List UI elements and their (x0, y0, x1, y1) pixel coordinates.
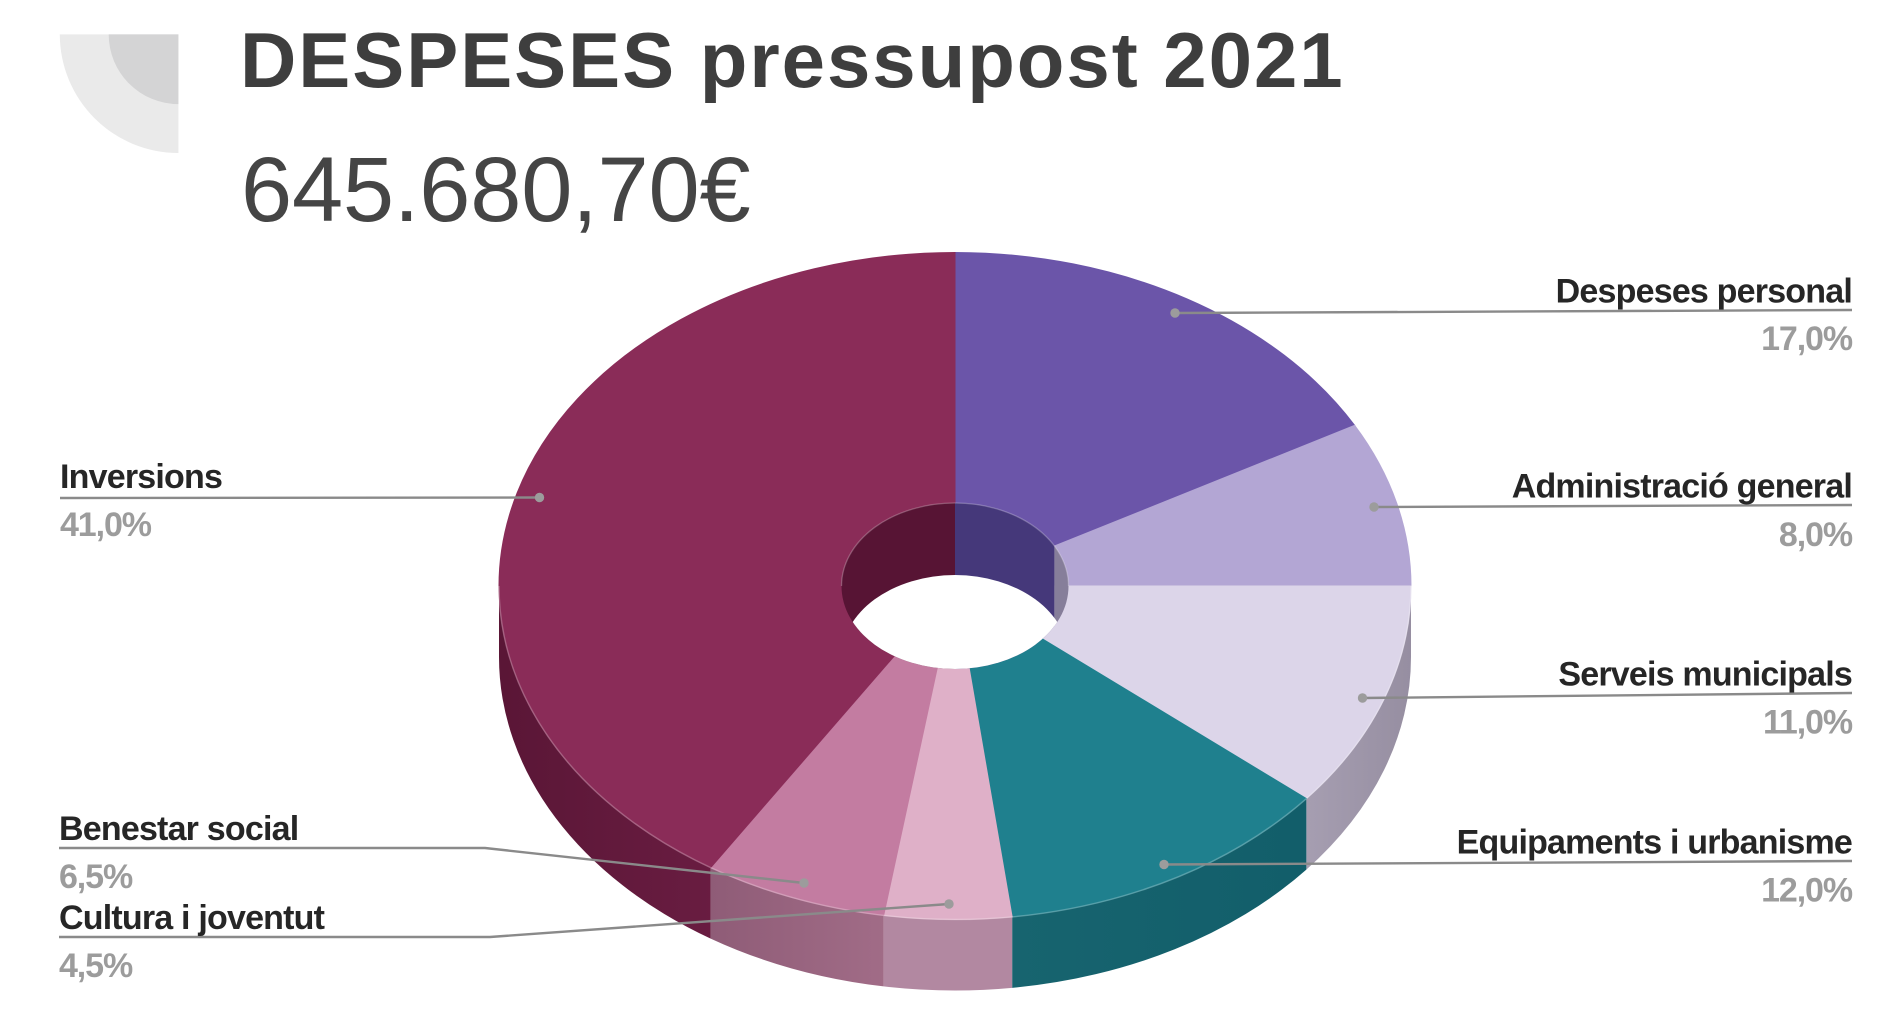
svg-text:Benestar social: Benestar social (59, 810, 298, 848)
svg-text:645.680,70€: 645.680,70€ (241, 139, 750, 241)
svg-text:Serveis municipals: Serveis municipals (1558, 656, 1852, 694)
svg-text:41,0%: 41,0% (60, 506, 152, 544)
svg-text:11,0%: 11,0% (1763, 704, 1853, 742)
svg-text:8,0%: 8,0% (1779, 516, 1853, 554)
svg-text:DESPESES pressupost 2021: DESPESES pressupost 2021 (240, 16, 1345, 104)
svg-text:Equipaments i urbanisme: Equipaments i urbanisme (1457, 824, 1852, 862)
svg-text:17,0%: 17,0% (1761, 320, 1853, 358)
svg-text:4,5%: 4,5% (59, 947, 133, 985)
svg-text:6,5%: 6,5% (59, 858, 133, 896)
svg-text:Administració general: Administració general (1512, 468, 1852, 506)
svg-text:Cultura i joventut: Cultura i joventut (59, 899, 325, 937)
svg-text:Inversions: Inversions (60, 458, 222, 496)
svg-text:12,0%: 12,0% (1761, 872, 1853, 910)
svg-text:Despeses personal: Despeses personal (1556, 273, 1852, 311)
